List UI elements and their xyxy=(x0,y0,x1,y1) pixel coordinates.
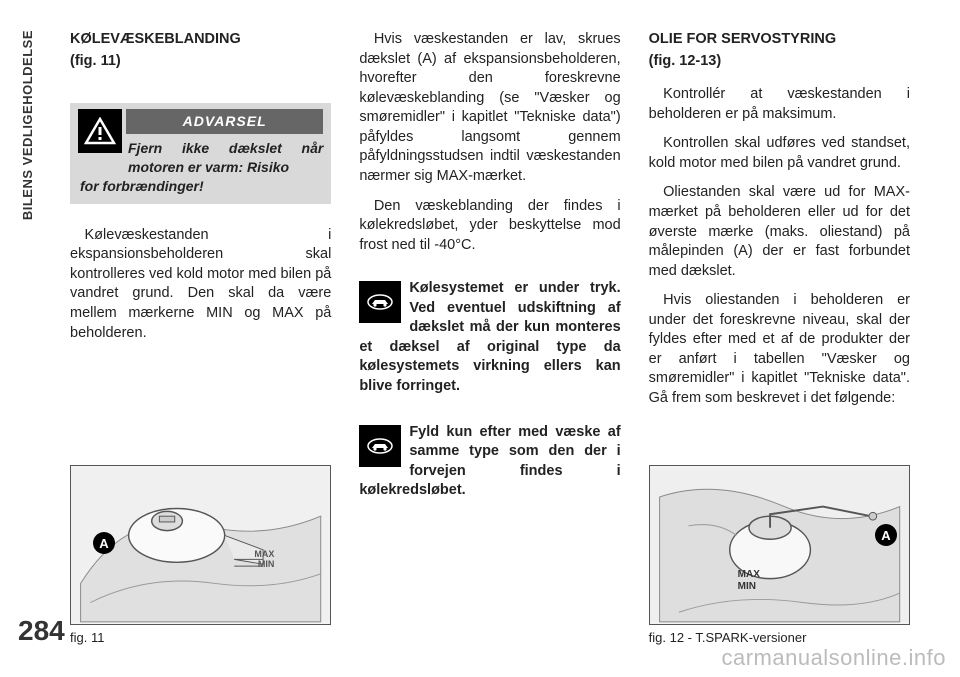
fig12-min-label: MIN xyxy=(738,580,756,594)
col3-para4: Hvis oliestanden i beholderen er under d… xyxy=(649,291,910,408)
col1-subheading: (fig. 11) xyxy=(70,52,331,72)
figure-12: A MAX MIN xyxy=(649,465,910,625)
col3-subheading: (fig. 12-13) xyxy=(649,52,910,72)
warning-body-1: Fjern ikke dækslet når motoren er varm: … xyxy=(128,139,323,177)
page-number: 284 xyxy=(18,615,65,647)
col3-para1: Kontrollér at væskestanden i beholderen … xyxy=(649,85,910,124)
warning-body-2: for forbrændinger! xyxy=(80,177,323,196)
columns: KØLEVÆSKEBLANDING (fig. 11) ADVARSEL Fje… xyxy=(70,30,910,647)
warning-title: ADVARSEL xyxy=(126,109,323,134)
servo-reservoir-illustration-icon xyxy=(650,466,909,624)
car-icon xyxy=(359,425,401,467)
col3-heading: OLIE FOR SERVOSTYRING xyxy=(649,30,910,50)
warning-box: ADVARSEL Fjern ikke dækslet når motoren … xyxy=(70,103,331,204)
info-box-2: Fyld kun efter med væske af samme type s… xyxy=(359,423,620,501)
column-2: Hvis væskestanden er lav, skrues dækslet… xyxy=(359,30,620,647)
car-icon xyxy=(359,281,401,323)
side-tab: BILENS VEDLIGEHOLDELSE xyxy=(20,30,35,220)
warning-triangle-icon xyxy=(78,109,122,153)
col3-para3: Oliestanden skal være ud for MAX-mærket … xyxy=(649,183,910,281)
fig11-caption: fig. 11 xyxy=(70,629,331,647)
watermark: carmanualsonline.info xyxy=(721,645,946,671)
col2-para2: Den væskeblanding der findes i kølekreds… xyxy=(359,197,620,256)
info-box-1: Kølesystemet er under tryk. Ved eventuel… xyxy=(359,279,620,396)
figure-11: A MAX MIN xyxy=(70,465,331,625)
col3-para2: Kontrollen skal udføres ved standset, ko… xyxy=(649,134,910,173)
col1-para1: Kølevæskestanden i ekspansionsbeholderen… xyxy=(70,226,331,343)
manual-page: BILENS VEDLIGEHOLDELSE 284 KØLEVÆSKEBLAN… xyxy=(0,0,960,677)
col1-heading: KØLEVÆSKEBLANDING xyxy=(70,30,331,50)
fig11-min-label: MIN xyxy=(258,558,275,570)
col2-para1: Hvis væskestanden er lav, skrues dækslet… xyxy=(359,30,620,187)
column-3: OLIE FOR SERVOSTYRING (fig. 12-13) Kontr… xyxy=(649,30,910,647)
column-1: KØLEVÆSKEBLANDING (fig. 11) ADVARSEL Fje… xyxy=(70,30,331,647)
